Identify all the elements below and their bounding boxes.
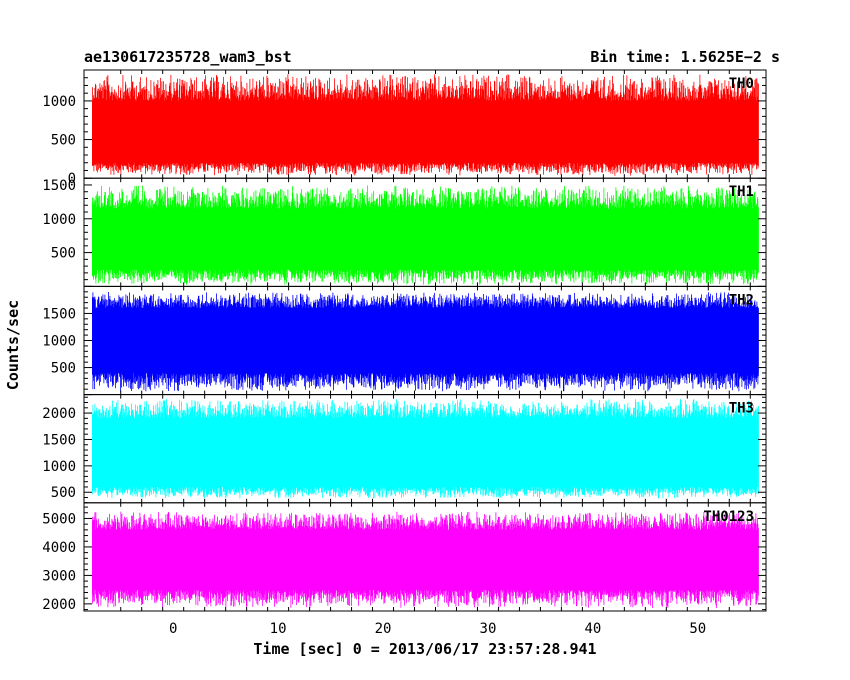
x-axis-label: Time [sec] 0 = 2013/06/17 23:57:28.941 <box>253 640 596 658</box>
series-th0-core <box>92 100 759 163</box>
y-tick-label: 1000 <box>42 212 76 228</box>
series-th2-core <box>92 308 759 373</box>
y-tick-label: 500 <box>51 133 76 149</box>
y-tick-label: 3000 <box>42 568 76 584</box>
panel-label-th0123: TH0123 <box>703 509 754 525</box>
x-tick-label: 20 <box>375 621 392 637</box>
y-tick-label: 5000 <box>42 511 76 527</box>
y-tick-label: 4000 <box>42 540 76 556</box>
y-tick-label: 2000 <box>42 597 76 613</box>
y-tick-label: 1500 <box>42 178 76 194</box>
panel-th1: 500 1000 1500 TH1 <box>42 177 767 287</box>
panel-label-th1: TH1 <box>729 184 754 200</box>
y-tick-label: 1000 <box>42 459 76 475</box>
panel-label-th3: TH3 <box>729 401 754 417</box>
y-tick-label: 1000 <box>42 334 76 350</box>
y-tick-label: 500 <box>51 485 76 501</box>
x-tick-label: 50 <box>689 621 706 637</box>
panel-frame <box>83 502 767 612</box>
y-tick-label: 500 <box>51 361 76 377</box>
panel-th0: 0 500 1000 TH0 <box>42 69 767 187</box>
y-axis-label: Counts/sec <box>4 300 22 390</box>
y-tick-label: 1500 <box>42 432 76 448</box>
series-th0123-core <box>92 529 759 590</box>
panel-th0123: 2000 3000 4000 5000 TH0123 <box>42 502 767 613</box>
x-tick-label: 30 <box>480 621 497 637</box>
x-tick-label: 40 <box>584 621 601 637</box>
series-th3-core <box>92 418 759 487</box>
chart-title: ae130617235728_wam3_bst <box>84 48 292 66</box>
y-tick-label: 1500 <box>42 306 76 322</box>
x-axis: 0 10 20 30 40 50 <box>169 621 706 637</box>
y-tick-label: 2000 <box>42 406 76 422</box>
panel-label-th0: TH0 <box>729 76 754 92</box>
x-tick-label: 0 <box>169 621 177 637</box>
y-tick-label: 500 <box>51 246 76 262</box>
series-th1-core <box>92 208 759 270</box>
x-tick-label: 10 <box>270 621 287 637</box>
y-tick-label: 1000 <box>42 94 76 110</box>
panel-label-th2: TH2 <box>729 292 754 308</box>
y-tick-label: 0 <box>68 171 76 187</box>
panel-th3: 500 1000 1500 2000 TH3 <box>42 394 767 504</box>
panel-th2: 500 1000 1500 TH2 <box>42 285 767 396</box>
bin-time-label: Bin time: 1.5625E−2 s <box>590 48 780 66</box>
